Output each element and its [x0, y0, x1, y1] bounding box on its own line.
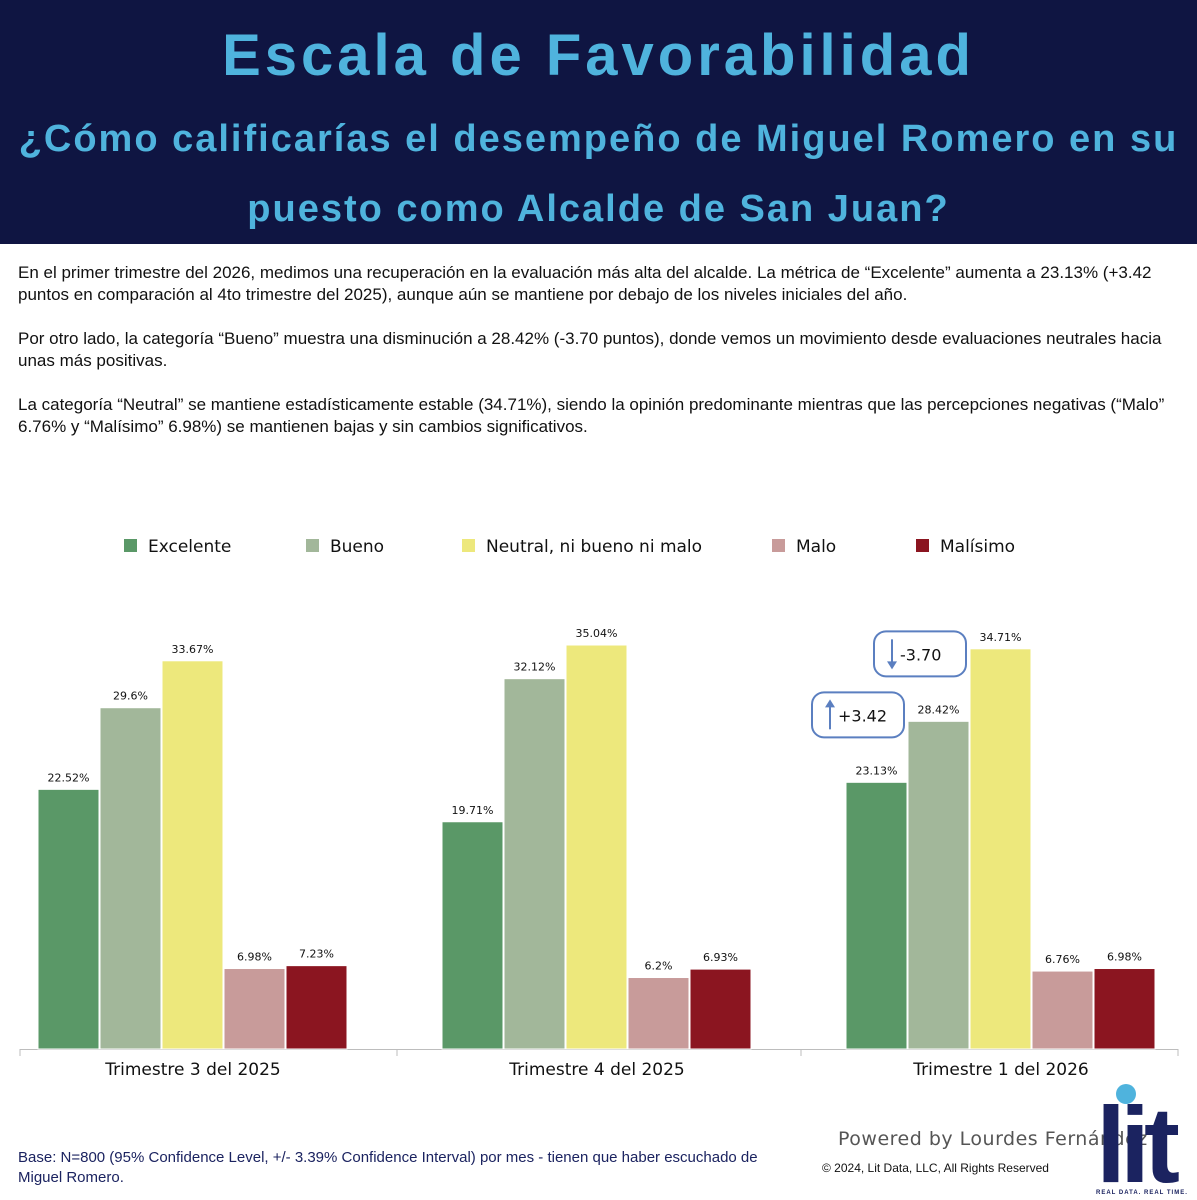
paragraph-3: La categoría “Neutral” se mantiene estad… [18, 395, 1165, 436]
bar-2-2 [969, 648, 1032, 1050]
bar-label-1-2: 35.04% [576, 627, 618, 640]
bar-1-0 [441, 821, 504, 1050]
bar-0-0 [37, 788, 100, 1050]
annotation-text-1: -3.70 [900, 645, 941, 664]
bar-label-1-4: 6.93% [703, 951, 738, 964]
bar-0-1 [99, 707, 162, 1050]
bar-label-2-4: 6.98% [1107, 951, 1142, 964]
legend-swatch-3 [772, 539, 785, 552]
bar-2-1 [907, 720, 970, 1050]
favorability-bar-chart: Excelente Bueno Neutral, ni bueno ni malo M… [19, 537, 1179, 1080]
legend-swatch-2 [462, 539, 475, 552]
bar-2-4 [1093, 968, 1156, 1050]
bar-1-4 [689, 968, 752, 1050]
bar-2-0 [845, 781, 908, 1050]
up-arrow-icon [825, 699, 835, 708]
legend-swatch-0 [124, 539, 137, 552]
bar-label-1-0: 19.71% [452, 804, 494, 817]
bar-label-1-3: 6.2% [645, 960, 673, 973]
bar-0-3 [223, 968, 286, 1050]
category-label-1: Trimestre 4 del 2025 [508, 1060, 684, 1080]
paragraph-1: En el primer trimestre del 2026, medimos… [18, 263, 1152, 304]
category-label-0: Trimestre 3 del 2025 [104, 1060, 280, 1080]
subtitle-line-1: ¿Cómo calificarías el desempeño de Migue… [18, 118, 1179, 160]
bar-2-3 [1031, 970, 1094, 1050]
legend-label-1: Bueno [330, 537, 384, 557]
legend-swatch-4 [916, 539, 929, 552]
bar-label-1-1: 32.12% [514, 661, 556, 674]
base-note: Base: N=800 (95% Confidence Level, +/- 3… [18, 1149, 758, 1186]
page-subtitle: ¿Cómo calificarías el desempeño de Migue… [0, 104, 1197, 244]
legend-swatch-1 [306, 539, 319, 552]
lit-logo-word: lit [1096, 1084, 1179, 1200]
legend-label-2: Neutral, ni bueno ni malo [486, 537, 702, 557]
annotation-box-0 [811, 691, 905, 739]
bar-label-0-2: 33.67% [172, 643, 214, 656]
bar-0-2 [161, 660, 224, 1050]
down-arrow-icon [887, 661, 897, 670]
bar-label-2-3: 6.76% [1045, 953, 1080, 966]
page-title: Escala de Favorabilidad [222, 23, 975, 88]
lit-logo-dot [1116, 1084, 1136, 1104]
bar-0-4 [285, 965, 348, 1050]
subtitle-line-2: puesto como Alcalde de San Juan? [247, 188, 950, 230]
legend-label-0: Excelente [148, 537, 231, 557]
bar-1-3 [627, 977, 690, 1050]
annotation-box-1 [873, 630, 967, 678]
bar-1-1 [503, 678, 566, 1050]
bar-label-0-1: 29.6% [113, 690, 148, 703]
bar-label-2-1: 28.42% [918, 703, 960, 716]
category-label-2: Trimestre 1 del 2026 [912, 1060, 1088, 1080]
powered-by: Powered by Lourdes Fernández [838, 1128, 1148, 1150]
bar-label-0-3: 6.98% [237, 951, 272, 964]
summary-text: En el primer trimestre del 2026, medimos… [18, 262, 1183, 460]
header-banner: Escala de Favorabilidad ¿Cómo calificarí… [0, 0, 1197, 244]
annotation-text-0: +3.42 [838, 706, 887, 725]
paragraph-2: Por otro lado, la categoría “Bueno” mues… [18, 329, 1162, 370]
bar-1-2 [565, 644, 628, 1050]
lit-logo: lit [1096, 1084, 1185, 1200]
bar-label-0-4: 7.23% [299, 948, 334, 961]
copyright-notice: © 2024, Lit Data, LLC, All Rights Reserv… [822, 1161, 1049, 1175]
bar-label-0-0: 22.52% [48, 771, 90, 784]
legend-label-4: Malísimo [940, 537, 1015, 557]
bar-label-2-2: 34.71% [980, 631, 1022, 644]
logo-tagline: REAL DATA. REAL TIME. [1096, 1190, 1188, 1196]
legend-label-3: Malo [796, 537, 836, 557]
bar-label-2-0: 23.13% [856, 764, 898, 777]
